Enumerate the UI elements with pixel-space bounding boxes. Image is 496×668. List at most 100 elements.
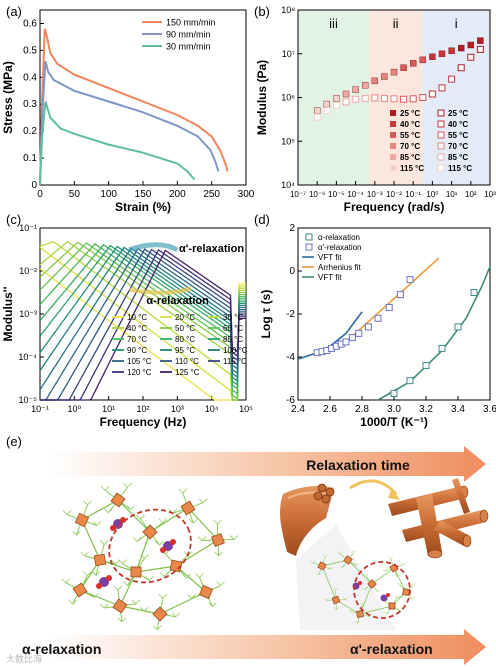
data-point-d-0-1 <box>406 377 414 385</box>
legend-filled-marker-0 <box>390 110 396 116</box>
x-tick-label-b-10: 10³ <box>484 190 496 199</box>
loss-point-13 <box>438 84 446 92</box>
left-fork-0-2 <box>62 510 72 515</box>
loss-point-0 <box>313 113 321 121</box>
zoom-arrow-head <box>388 488 400 500</box>
loss-curve-14 <box>40 248 246 401</box>
y-axis-label-b: Modulus (Pa) <box>255 60 269 135</box>
loss-point-9 <box>400 95 408 103</box>
storage-point-10 <box>410 60 417 67</box>
rod-4 <box>434 520 470 546</box>
loss-point-3 <box>342 98 350 106</box>
x-tick-label-d-3: 3.0 <box>387 404 401 415</box>
alpha-prime-arrow <box>128 242 179 253</box>
left-fork-9-1 <box>113 585 123 591</box>
x-tick-label-a-6: 300 <box>238 189 255 200</box>
loss-point-7 <box>380 94 388 102</box>
loss-point-2 <box>332 101 340 109</box>
series-line-a-1 <box>39 60 220 186</box>
y-tick-label-a-6: 0.6 <box>23 18 37 29</box>
left-fork-2-1 <box>132 537 142 542</box>
x-tick-label-b-5: 10⁻² <box>386 190 402 199</box>
legend-label-d-series-1: α'-relaxation <box>318 243 362 252</box>
left-fork-7-3 <box>182 573 191 579</box>
x-tick-label-b-2: 10⁻⁵ <box>328 190 344 199</box>
left-fork-0-1 <box>72 530 81 536</box>
right-fork-1-2 <box>337 551 343 555</box>
region-label-ii: ii <box>393 16 399 31</box>
y-tick-label-a-4: 0.4 <box>23 72 37 83</box>
y-tick-label-b-3: 10⁷ <box>282 49 295 59</box>
highlight-ellipse-left <box>108 508 192 584</box>
x-tick-label-d-6: 3.6 <box>483 404 496 415</box>
left-fork-5-0 <box>91 571 101 576</box>
series-line-a-2 <box>39 101 196 186</box>
region-label-i: i <box>455 16 458 31</box>
storage-point-16 <box>467 41 474 49</box>
loss-curve-16 <box>40 249 246 401</box>
left-fork-8-3 <box>208 602 217 607</box>
loss-point-6 <box>371 94 379 102</box>
legend-label-c-9: 90 °C <box>127 346 147 355</box>
left-node-9 <box>112 598 128 614</box>
left-node-0 <box>74 512 90 528</box>
right-fork-5-0 <box>354 620 361 624</box>
left-fork-4-1 <box>197 536 207 541</box>
bundle-end-1 <box>317 483 327 493</box>
y-tick-label-d-3: 0 <box>289 266 295 277</box>
x-tick-label-b-7: 10⁰ <box>426 190 438 199</box>
right-node-6 <box>388 602 396 610</box>
data-point-d-0-5 <box>470 289 478 296</box>
right-fork-2-1 <box>361 587 367 590</box>
data-point-d-0-2 <box>422 362 430 370</box>
y-tick-label-c-1: 10⁻⁴ <box>18 352 37 362</box>
right-node-1 <box>343 555 353 565</box>
legend-filled-marker-5 <box>390 165 396 171</box>
left-fork-8-0 <box>187 594 196 599</box>
x-tick-label-a-0: 0 <box>37 189 43 200</box>
left-fork-5-1 <box>80 551 89 557</box>
right-node-5 <box>356 610 364 618</box>
panel-d-relaxation-time-chart: 2.4 2.6 2.8 3.0 3.2 3.4 3.6 -6 -4 -2 0 2 1000/T (K⁻¹… <box>259 223 496 429</box>
right-fork-0-0 <box>328 566 334 570</box>
left-fork-11-1 <box>82 571 92 577</box>
loss-point-12 <box>428 90 436 98</box>
y-tick-label-d-1: -4 <box>286 352 295 363</box>
legend-filled-label-3: 70 °C <box>400 142 420 151</box>
y-axis-label-a: Stress (MPa) <box>1 61 15 134</box>
panel-b-modulus-frequency-chart: iii ii i10⁻⁷ 10⁻⁶ 10⁻⁵ 10⁻⁴ 10⁻³ 10⁻² 10⁻¹ 10⁰ 10¹… <box>255 5 496 214</box>
legend-open-label-4: 85 °C <box>448 153 468 162</box>
legend-label-d-fit-2: VFT fit <box>318 273 342 282</box>
legend-label-c-12: 105 °C <box>127 357 152 366</box>
y-axis-label-c: Modulus'' <box>1 286 15 341</box>
legend-filled-marker-1 <box>390 121 396 127</box>
loss-point-11 <box>419 94 427 101</box>
right-fork-7-2 <box>410 583 416 586</box>
bundle-end-3 <box>321 494 331 504</box>
right-fork-7-3 <box>409 596 415 600</box>
data-point-d-1-8 <box>355 329 363 337</box>
left-fork-5-3 <box>111 559 120 565</box>
y-tick-label-a-2: 0.2 <box>23 126 37 137</box>
left-fork-7-0 <box>159 572 169 577</box>
right-fork-3-2 <box>388 556 394 560</box>
alpha-annotation: α-relaxation <box>146 295 209 307</box>
x-tick-label-d-2: 2.8 <box>355 404 369 415</box>
x-tick-label-c-2: 10¹ <box>102 404 115 414</box>
storage-point-3 <box>342 90 350 98</box>
loss-curve-1 <box>39 246 246 401</box>
x-tick-label-a-2: 100 <box>100 189 117 200</box>
x-tick-label-c-5: 10⁴ <box>205 404 219 414</box>
loss-curve-11 <box>39 247 246 391</box>
right-fork-2-0 <box>375 589 381 592</box>
y-tick-label-d-4: 2 <box>289 223 295 234</box>
legend-label-c-7: 80 °C <box>175 335 195 344</box>
y-tick-label-a-1: 0.1 <box>23 153 37 164</box>
legend-filled-label-5: 115 °C <box>400 164 424 173</box>
left-fork-10-0 <box>139 606 149 612</box>
storage-point-13 <box>438 50 446 57</box>
small-ion-cluster-1 <box>380 594 388 602</box>
legend-label-c-2: 30 °C <box>223 313 243 322</box>
loss-curve-8 <box>39 244 246 386</box>
left-fork-10-3 <box>152 625 162 631</box>
